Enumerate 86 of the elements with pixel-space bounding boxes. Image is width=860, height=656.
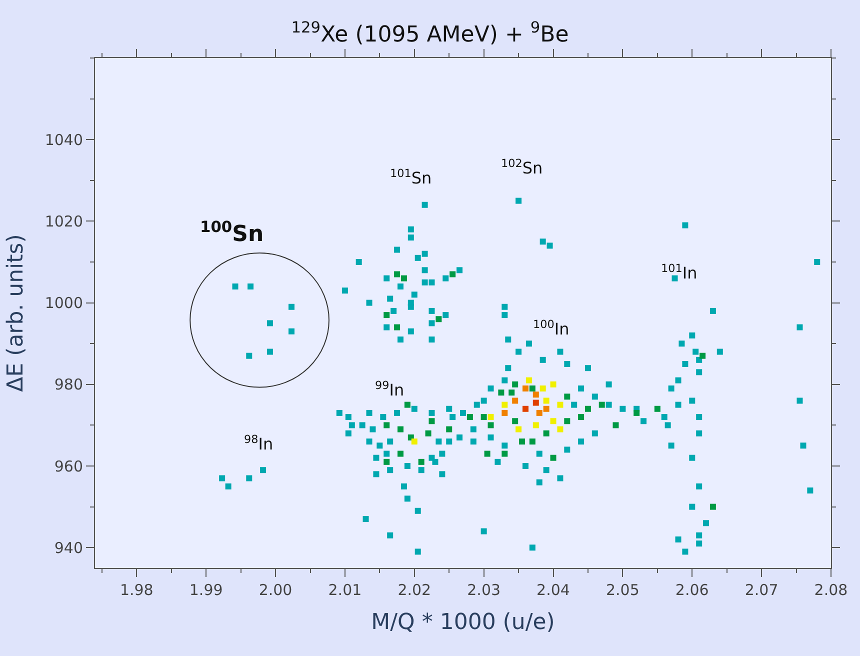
x-axis-title: M/Q * 1000 (u/e) (371, 610, 555, 635)
point (564, 394, 570, 400)
y-tick-label: 1040 (44, 130, 83, 149)
point (404, 402, 410, 408)
x-tick-label: 2.08 (814, 581, 848, 599)
point (526, 377, 532, 384)
annotation: $^{101}$Sn (390, 167, 432, 188)
point (578, 414, 584, 420)
point (384, 458, 390, 465)
point (543, 398, 550, 404)
point (700, 352, 706, 359)
chart-title: $^{129}$Xe (1095 AMeV) + $^{9}$Be (291, 18, 569, 48)
point (543, 430, 550, 436)
point (529, 438, 536, 445)
y-axis-title: ΔE (arb. units) (4, 234, 29, 392)
point (411, 438, 418, 445)
point (480, 414, 487, 420)
point (400, 275, 407, 282)
point (512, 381, 518, 388)
x-tick-label: 2.04 (536, 581, 570, 599)
annotation: $^{100}$Sn (200, 218, 264, 248)
point (502, 402, 508, 408)
point (436, 316, 442, 322)
point (532, 392, 539, 398)
annotation: $^{98}$In (244, 433, 274, 454)
point (498, 390, 504, 396)
point (425, 430, 432, 436)
point (550, 418, 556, 424)
point (384, 422, 390, 428)
point (543, 406, 550, 412)
point (564, 418, 570, 424)
y-tick-label: 1020 (44, 212, 83, 230)
x-tick-label: 2.02 (398, 581, 432, 599)
point (557, 426, 564, 432)
x-tick-label: 2.03 (467, 581, 501, 599)
x-tick-label: 1.99 (189, 581, 223, 599)
point (418, 458, 424, 465)
point (488, 422, 494, 428)
point (488, 414, 494, 420)
point (540, 385, 546, 392)
point (584, 406, 591, 412)
point (532, 400, 539, 406)
point (384, 312, 390, 318)
y-tick-label: 960 (54, 457, 83, 476)
y-tick-label: 980 (54, 376, 83, 394)
point (394, 271, 400, 278)
point (710, 504, 716, 510)
y-tick-label: 1000 (44, 294, 83, 312)
point (654, 406, 660, 412)
point (612, 422, 619, 428)
point (598, 402, 605, 408)
point (522, 385, 528, 392)
x-tick-label: 2.05 (606, 581, 640, 599)
point (529, 385, 536, 392)
point (428, 418, 435, 424)
point (512, 398, 518, 404)
point (634, 410, 640, 416)
annotation: $^{100}$In (533, 318, 570, 339)
x-tick-label: 2.01 (328, 581, 362, 599)
x-tick-label: 1.98 (120, 581, 154, 599)
x-tick-label: 2.06 (675, 581, 709, 599)
point (484, 450, 490, 457)
point (394, 324, 400, 330)
point (450, 271, 456, 278)
point (522, 406, 528, 412)
annotation: $^{101}$In (661, 262, 698, 283)
point (508, 390, 515, 396)
point (512, 418, 518, 424)
point (550, 454, 556, 461)
point (446, 426, 452, 432)
point (550, 381, 556, 388)
point (398, 426, 404, 432)
point (398, 450, 404, 457)
x-tick-label: 2.07 (744, 581, 778, 599)
point (536, 410, 542, 416)
point (557, 402, 564, 408)
point (516, 426, 522, 432)
point (466, 414, 473, 420)
point (532, 422, 539, 428)
y-tick-label: 940 (54, 538, 83, 557)
annotation: $^{102}$Sn (501, 157, 543, 178)
point (502, 450, 508, 457)
x-tick-label: 2.00 (258, 581, 292, 599)
annotation: $^{99}$In (375, 379, 404, 400)
point (502, 410, 508, 416)
point (519, 438, 526, 445)
